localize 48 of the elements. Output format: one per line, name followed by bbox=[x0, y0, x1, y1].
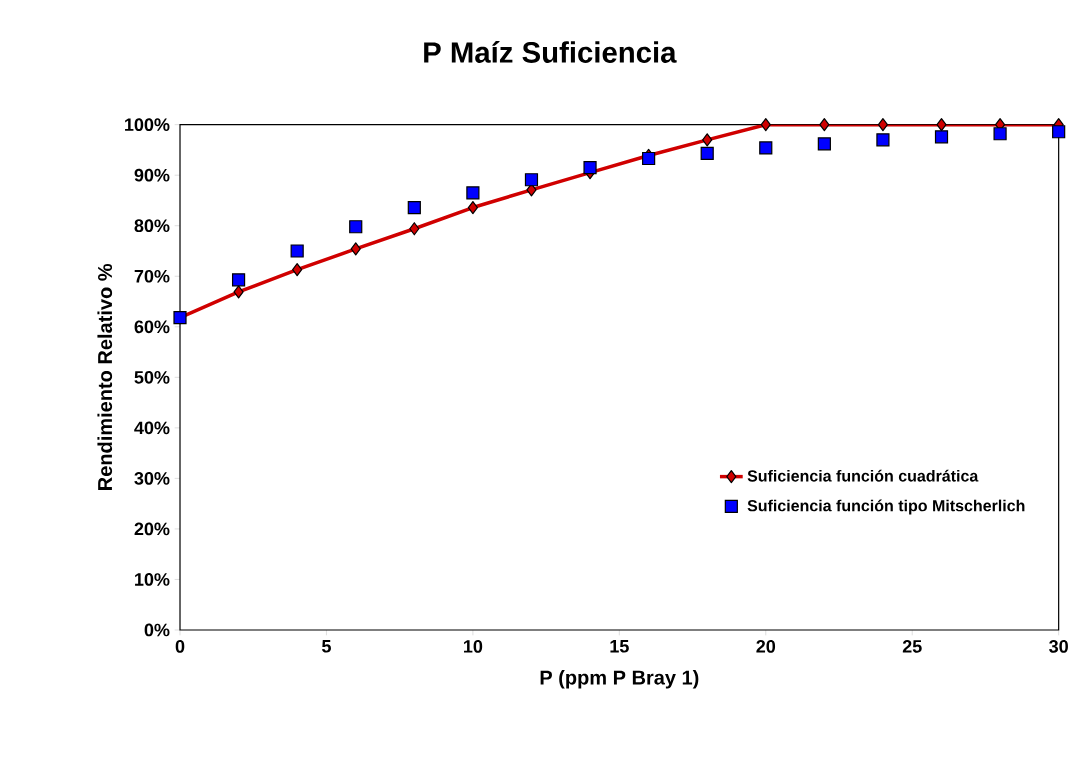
point bbox=[526, 183, 537, 197]
x-tick-label: 0 bbox=[175, 640, 185, 653]
point bbox=[876, 133, 890, 147]
y-axis-title: Rendimiento Relativo % bbox=[97, 263, 113, 490]
point bbox=[877, 118, 889, 132]
y-tick-label: 0% bbox=[144, 623, 170, 637]
x-tick-label: 15 bbox=[610, 640, 629, 653]
point bbox=[233, 285, 244, 299]
x-tick-label: 30 bbox=[1049, 640, 1068, 653]
x-tick-label: 20 bbox=[756, 640, 776, 653]
point bbox=[467, 200, 478, 215]
y-tick-label: 100% bbox=[125, 118, 170, 132]
point bbox=[819, 118, 830, 132]
legend-label: Suficiencia función cuadrática bbox=[747, 469, 979, 482]
point bbox=[936, 118, 947, 132]
point bbox=[524, 173, 539, 187]
point bbox=[349, 220, 363, 234]
point bbox=[700, 146, 714, 161]
y-tick-label: 20% bbox=[134, 522, 170, 536]
y-tick-label: 80% bbox=[134, 219, 170, 233]
x-tick-label: 5 bbox=[321, 640, 331, 653]
point bbox=[583, 161, 597, 175]
y-tick-label: 40% bbox=[134, 421, 170, 435]
y-tick-label: 10% bbox=[135, 573, 170, 586]
y-tick-label: 90% bbox=[134, 168, 170, 182]
point bbox=[466, 186, 480, 200]
point bbox=[1052, 125, 1066, 139]
y-tick-label: 30% bbox=[134, 472, 170, 485]
point bbox=[292, 263, 303, 277]
point bbox=[759, 141, 773, 155]
x-axis-title: P (ppm P Bray 1) bbox=[540, 669, 699, 689]
x-tick-label: 10 bbox=[464, 640, 483, 653]
chart-title: P Maíz Suficiencia bbox=[424, 41, 677, 63]
point bbox=[993, 127, 1007, 141]
y-tick-label: 50% bbox=[134, 370, 170, 384]
point bbox=[934, 130, 949, 144]
point bbox=[817, 137, 831, 151]
y-tick-label: 60% bbox=[134, 320, 170, 334]
point bbox=[409, 222, 420, 236]
y-tick-label: 70% bbox=[134, 269, 170, 283]
point bbox=[350, 242, 361, 256]
point bbox=[760, 118, 771, 132]
point bbox=[702, 133, 713, 147]
point bbox=[290, 244, 304, 258]
point bbox=[407, 200, 421, 215]
x-tick-label: 25 bbox=[902, 640, 922, 653]
point bbox=[231, 273, 246, 287]
legend-label: Suficiencia función tipo Mitscherlich bbox=[747, 499, 1025, 515]
